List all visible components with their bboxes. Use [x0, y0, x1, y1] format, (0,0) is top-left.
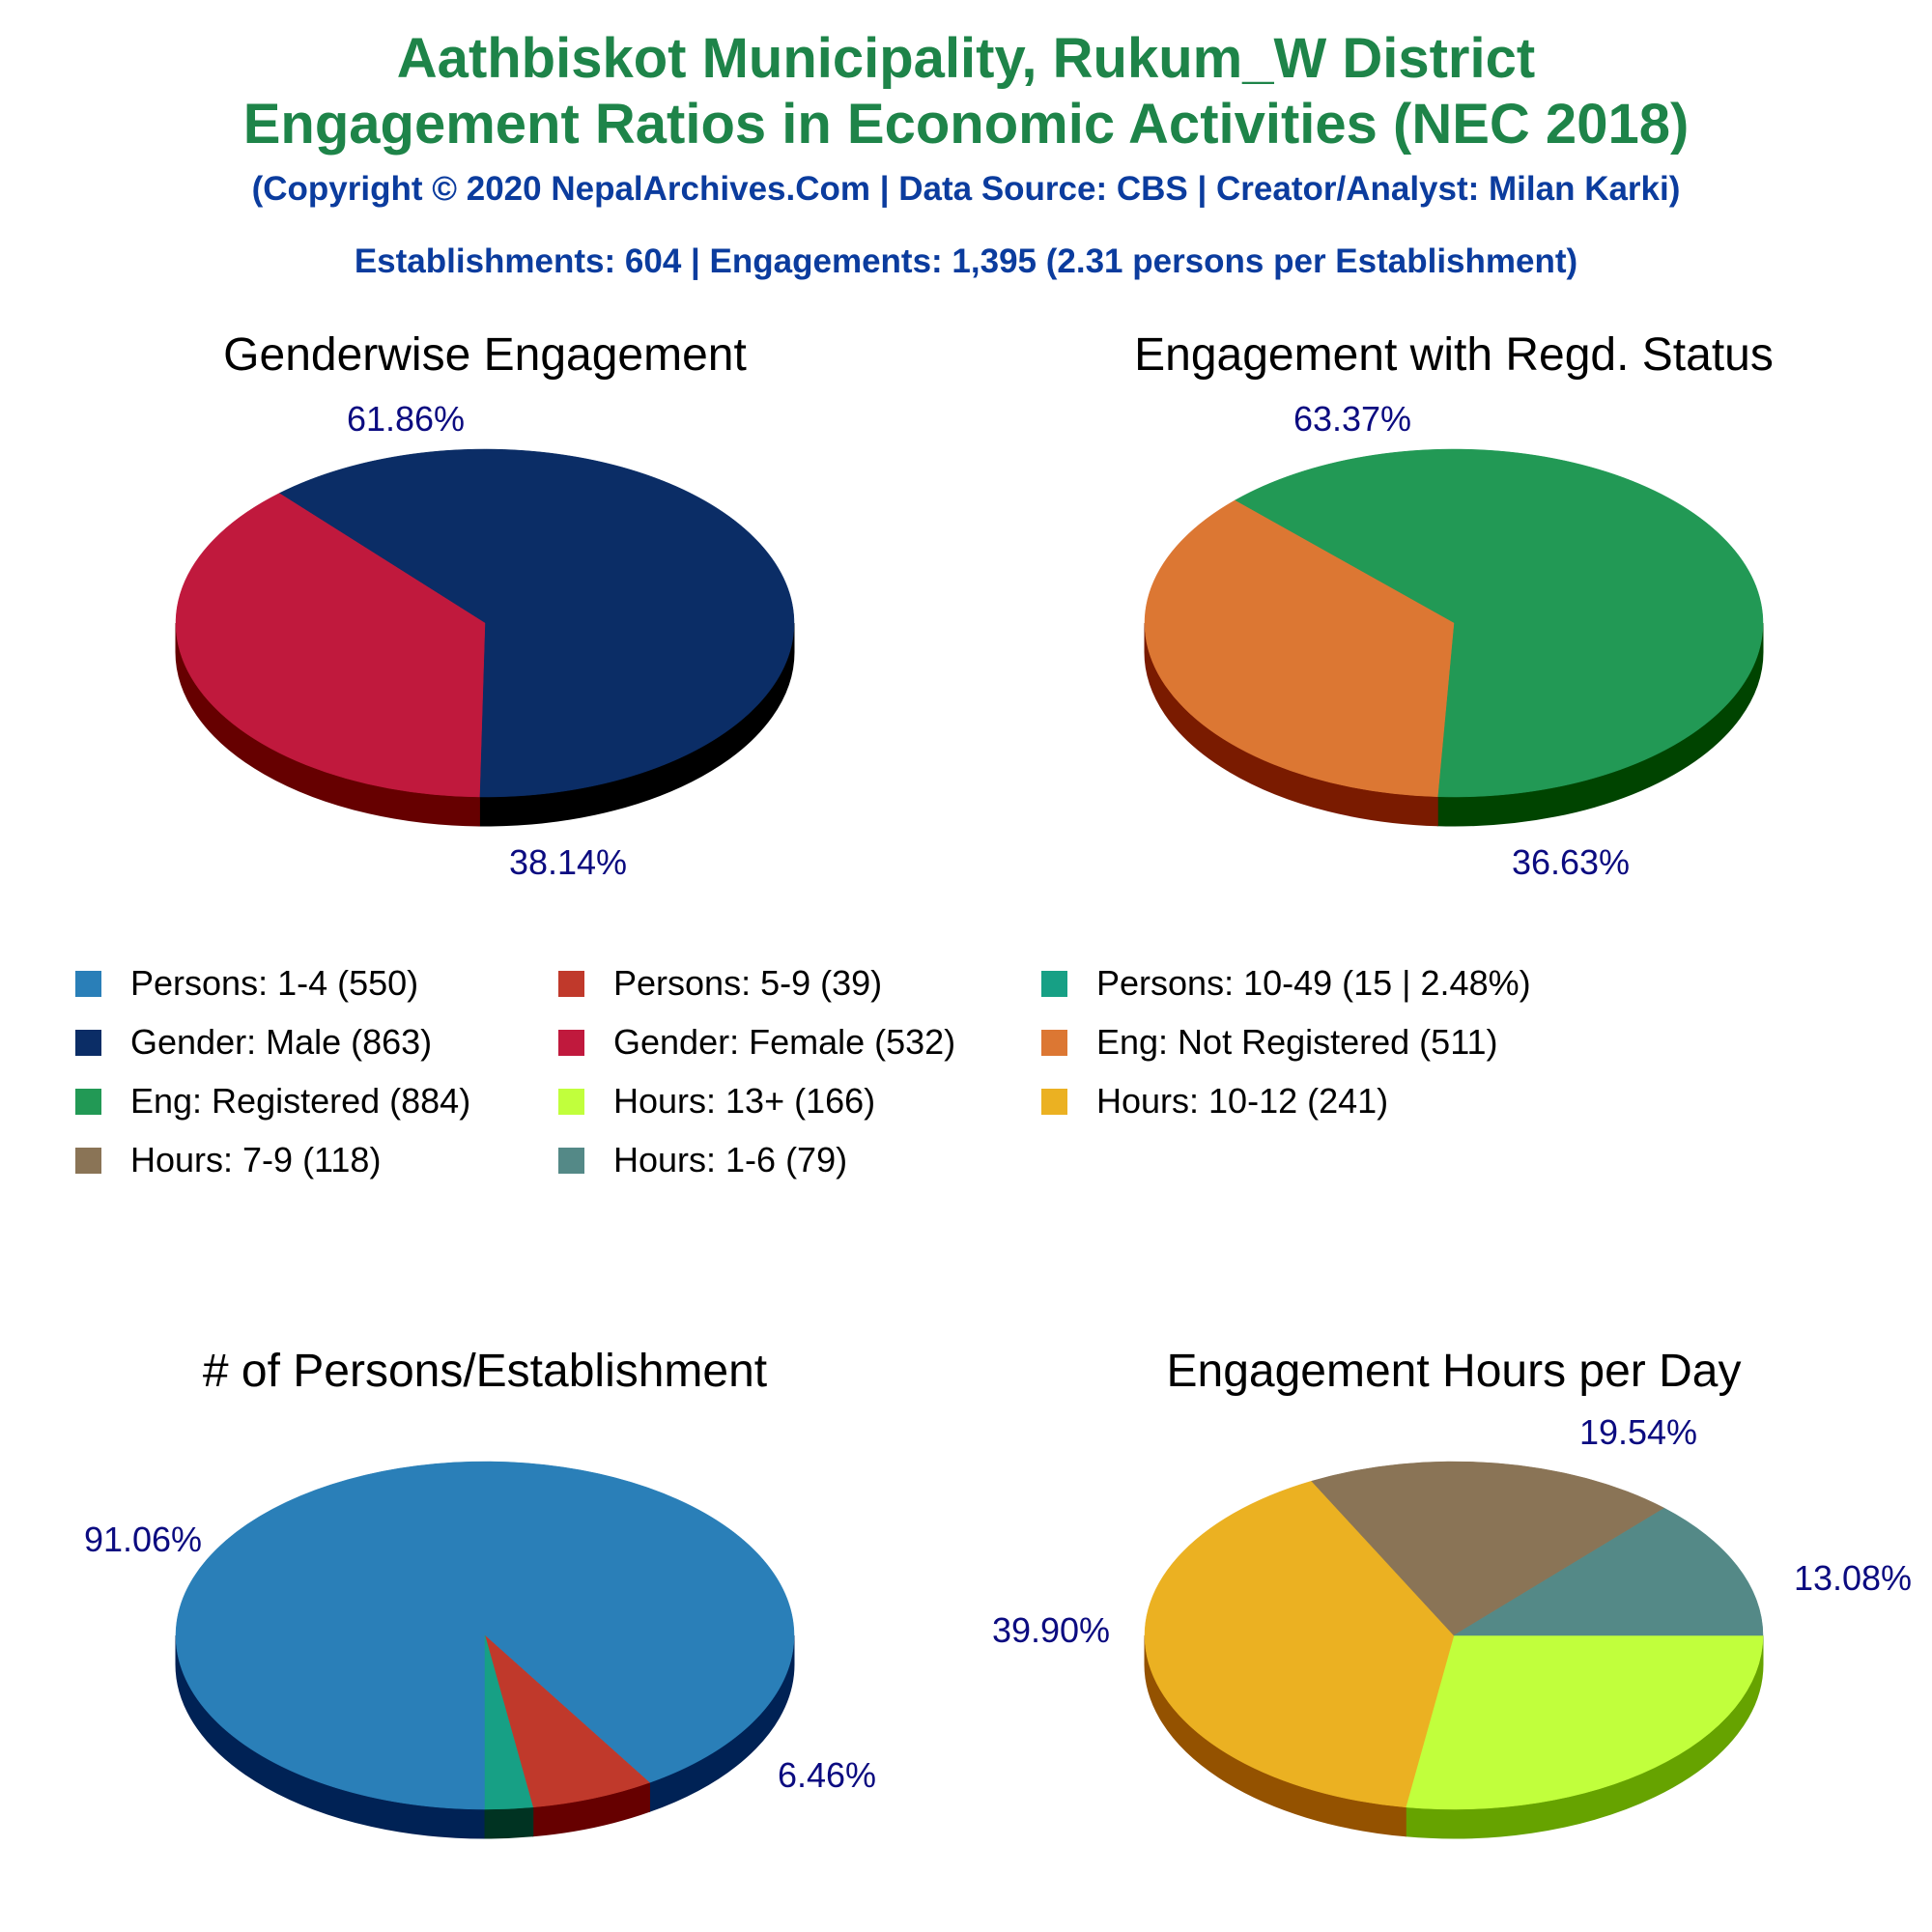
pie-chart-2: Engagement with Regd. Status 63.37% 36.63%: [1134, 329, 1774, 882]
pie-title: Engagement with Regd. Status: [1134, 329, 1774, 381]
legend-item-gender-male: Gender: Male (863): [75, 1022, 433, 1062]
copyright-line: (Copyright © 2020 NepalArchives.Com | Da…: [251, 170, 1681, 208]
legend-item-eng-registered: Eng: Registered (884): [75, 1081, 471, 1121]
legend-swatch: [75, 1147, 101, 1174]
pie-chart-1: Genderwise Engagement 61.86% 38.14%: [175, 329, 795, 882]
legend-label: Gender: Male (863): [130, 1022, 433, 1062]
pie-slice-eng-registered: [1234, 448, 1764, 798]
pie-slice-hours-7-9: [1311, 1461, 1665, 1636]
pie-percent-label: 91.06%: [84, 1520, 202, 1559]
pie-slice-hours-13-: [1405, 1634, 1764, 1810]
legend-label: Eng: Not Registered (511): [1096, 1022, 1498, 1062]
pie-chart-4: Engagement Hours per Day27.48%39.90%19.5…: [992, 1346, 1912, 1839]
legend-swatch: [558, 1147, 584, 1174]
legend-swatch: [558, 1088, 584, 1115]
chart-title-line2: Engagement Ratios in Economic Activities…: [242, 93, 1690, 156]
legend-item-hours-7-9: Hours: 7-9 (118): [75, 1140, 382, 1179]
legend-item-eng-not-registered: Eng: Not Registered (511): [1041, 1022, 1498, 1062]
legend-swatch: [75, 970, 101, 997]
legend-item-hours-1-6: Hours: 1-6 (79): [558, 1140, 848, 1179]
legend-swatch: [75, 1029, 101, 1056]
legend-swatch: [558, 1029, 584, 1056]
pie-percent-label: 61.86%: [347, 399, 465, 439]
pie-slice-hours-10-12: [1144, 1480, 1455, 1808]
legend-label: Persons: 1-4 (550): [130, 963, 419, 1003]
legend-item-persons-1-4: Persons: 1-4 (550): [75, 963, 419, 1003]
legend-item-hours-10-12: Hours: 10-12 (241): [1041, 1081, 1389, 1121]
legend-swatch: [558, 970, 584, 997]
pie-title: # of Persons/Establishment: [203, 1346, 767, 1397]
legend-item-hours-13-plus: Hours: 13+ (166): [558, 1081, 876, 1121]
legend-item-gender-female: Gender: Female (532): [558, 1022, 956, 1062]
pie-percent-label: 6.46%: [778, 1755, 876, 1795]
pie-percent-label: 63.37%: [1293, 399, 1411, 439]
pie-percent-label: 13.08%: [1794, 1558, 1912, 1598]
legend-label: Hours: 13+ (166): [613, 1081, 876, 1121]
pie-title: Genderwise Engagement: [223, 329, 747, 381]
pie-percent-label: 39.90%: [992, 1610, 1110, 1650]
chart-title-line1: Aathbiskot Municipality, Rukum_W Distric…: [396, 27, 1536, 90]
legend-label: Persons: 10-49 (15 | 2.48%): [1096, 963, 1531, 1003]
pie-title: Engagement Hours per Day: [1167, 1346, 1742, 1397]
pie-side-persons-10-49: [484, 1806, 534, 1839]
legend-label: Hours: 7-9 (118): [130, 1140, 382, 1179]
pie-slice-persons-10-49: [484, 1634, 534, 1810]
legend-label: Hours: 10-12 (241): [1096, 1081, 1389, 1121]
pie-chart-3: # of Persons/Establishment 91.06% 6.46%: [84, 1346, 876, 1839]
pie-percent-label: 36.63%: [1512, 842, 1630, 882]
pie-percent-label: 38.14%: [509, 842, 627, 882]
pie-percent-label: 19.54%: [1579, 1412, 1697, 1452]
pie-slice-gender-female: [175, 493, 486, 798]
pie-slice-hours-1-6: [1453, 1507, 1764, 1636]
legend-item-persons-10-49: Persons: 10-49 (15 | 2.48%): [1041, 963, 1531, 1003]
legend-swatch: [1041, 970, 1067, 997]
pie-side-walls: [175, 1634, 795, 1839]
summary-line: Establishments: 604 | Engagements: 1,395…: [354, 242, 1578, 280]
legend-swatch: [1041, 1029, 1067, 1056]
legend-label: Gender: Female (532): [613, 1022, 956, 1062]
legend-swatch: [1041, 1088, 1067, 1115]
legend-label: Persons: 5-9 (39): [613, 963, 883, 1003]
legend-label: Hours: 1-6 (79): [613, 1140, 848, 1179]
legend-item-persons-5-9: Persons: 5-9 (39): [558, 963, 883, 1003]
pie-side-walls: [1144, 1634, 1764, 1839]
pie-slice-gender-male: [278, 448, 795, 798]
legend-swatch: [75, 1088, 101, 1115]
pie-slice-persons-5-9: [484, 1634, 650, 1808]
pie-slice-eng-not-registered: [1144, 499, 1455, 798]
legend-label: Eng: Registered (884): [130, 1081, 471, 1121]
